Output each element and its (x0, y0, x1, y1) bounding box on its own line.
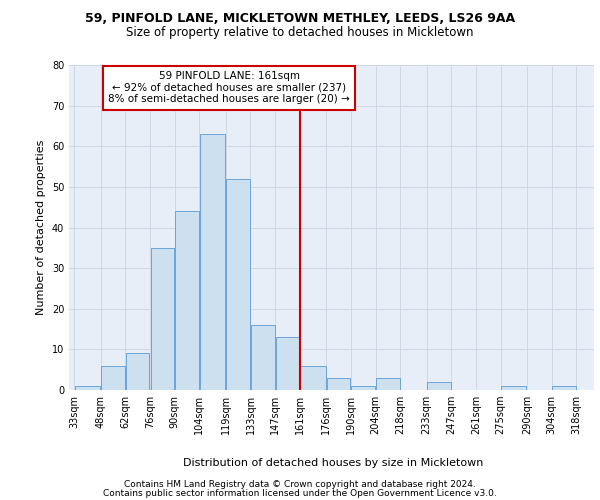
Text: Distribution of detached houses by size in Mickletown: Distribution of detached houses by size … (183, 458, 483, 468)
Bar (101, 366, 125, 390)
Bar (427, 382, 451, 390)
Bar (376, 378, 400, 390)
Text: Size of property relative to detached houses in Mickletown: Size of property relative to detached ho… (126, 26, 474, 39)
Bar (501, 386, 526, 390)
Bar (151, 248, 174, 390)
Bar (251, 325, 275, 390)
Bar (327, 378, 350, 390)
Text: Contains HM Land Registry data © Crown copyright and database right 2024.: Contains HM Land Registry data © Crown c… (124, 480, 476, 489)
Bar (75, 386, 100, 390)
Bar (553, 386, 576, 390)
Bar (352, 386, 375, 390)
Bar (175, 211, 199, 390)
Bar (301, 366, 326, 390)
Text: 59, PINFOLD LANE, MICKLETOWN METHLEY, LEEDS, LS26 9AA: 59, PINFOLD LANE, MICKLETOWN METHLEY, LE… (85, 12, 515, 26)
Bar (276, 337, 299, 390)
Y-axis label: Number of detached properties: Number of detached properties (36, 140, 46, 315)
Text: 59 PINFOLD LANE: 161sqm
← 92% of detached houses are smaller (237)
8% of semi-de: 59 PINFOLD LANE: 161sqm ← 92% of detache… (109, 71, 350, 104)
Bar (200, 134, 225, 390)
Text: Contains public sector information licensed under the Open Government Licence v3: Contains public sector information licen… (103, 488, 497, 498)
Bar (226, 179, 250, 390)
Bar (126, 354, 149, 390)
